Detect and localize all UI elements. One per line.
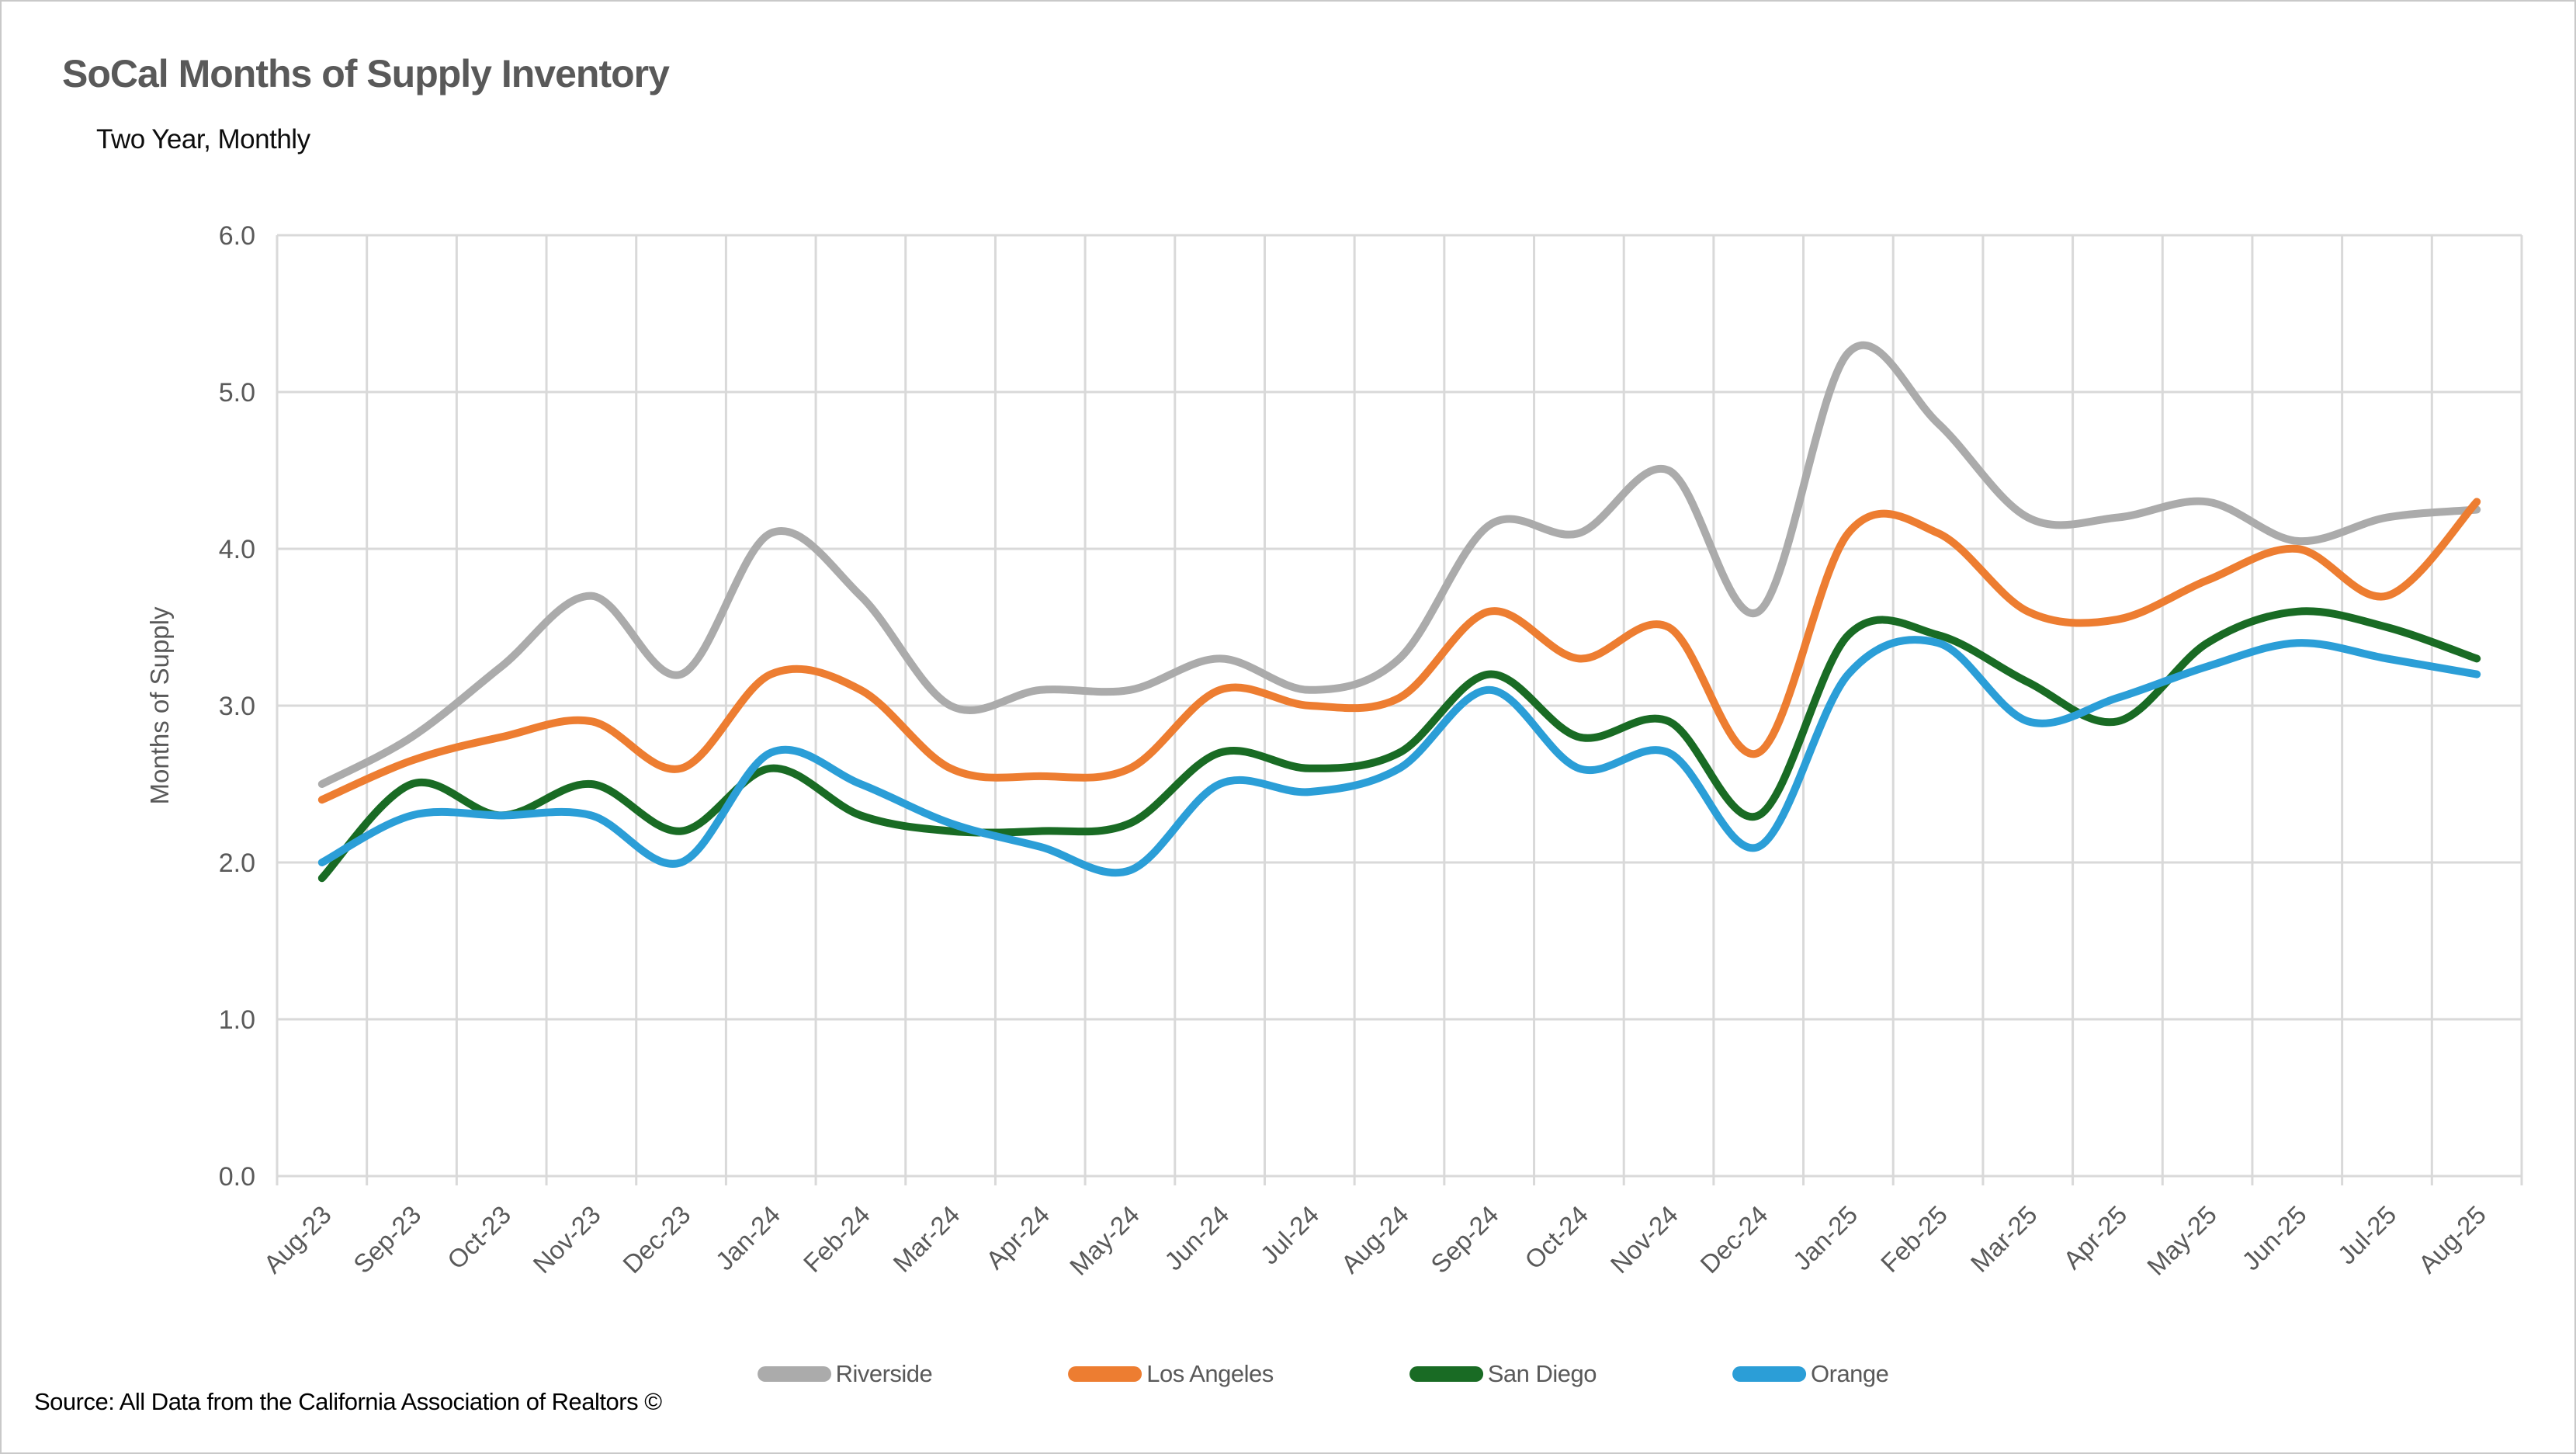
legend-label: Los Angeles [1146, 1360, 1274, 1387]
x-tick-label: Oct-23 [442, 1200, 516, 1275]
series-line-riverside [317, 342, 2481, 788]
x-tick-label: Aug-25 [2413, 1200, 2491, 1279]
legend-swatch [1409, 1366, 1483, 1382]
x-tick-label: Aug-23 [258, 1200, 336, 1279]
y-tick-label: 6.0 [219, 221, 255, 251]
legend-label: Riverside [835, 1360, 933, 1387]
x-tick-label: Jan-25 [1787, 1200, 1864, 1276]
x-tick-label: Dec-24 [1694, 1200, 1773, 1279]
x-tick-label: Aug-24 [1336, 1200, 1414, 1279]
chart-subtitle: Two Year, Monthly [96, 124, 310, 154]
y-tick-label: 2.0 [219, 848, 255, 878]
x-tick-label: Mar-24 [887, 1200, 965, 1278]
x-tick-label: May-25 [2141, 1200, 2222, 1281]
legend-item-los-angeles: Los Angeles [1068, 1360, 1274, 1388]
x-tick-label: Jul-25 [2332, 1200, 2402, 1270]
y-tick-label: 1.0 [219, 1005, 255, 1035]
x-tick-label: Mar-25 [1965, 1200, 2043, 1278]
legend-label: Orange [1811, 1360, 1889, 1387]
legend-swatch [1068, 1366, 1142, 1382]
x-tick-label: Jan-24 [710, 1200, 786, 1276]
chart-legend: Riverside Los Angeles San Diego Orange [757, 1360, 1889, 1388]
x-tick-label: Jun-25 [2236, 1200, 2312, 1276]
x-tick-label: Jul-24 [1255, 1200, 1325, 1270]
legend-label: San Diego [1487, 1360, 1597, 1387]
series-line-san-diego [317, 607, 2481, 883]
x-tick-label: Feb-25 [1875, 1200, 1953, 1278]
y-tick-label: 3.0 [219, 692, 255, 721]
source-note: Source: All Data from the California Ass… [34, 1388, 662, 1415]
legend-swatch [1732, 1366, 1807, 1382]
legend-item-san-diego: San Diego [1409, 1360, 1597, 1388]
x-tick-label: Oct-24 [1519, 1200, 1593, 1275]
x-tick-label: Feb-24 [798, 1200, 875, 1278]
x-tick-label: Nov-24 [1605, 1200, 1683, 1279]
series-line-los-angeles [317, 498, 2481, 804]
legend-item-riverside: Riverside [757, 1360, 933, 1388]
x-tick-label: Apr-25 [2058, 1200, 2132, 1275]
legend-swatch [757, 1366, 831, 1382]
y-tick-label: 4.0 [219, 535, 255, 564]
x-tick-label: Sep-24 [1425, 1200, 1503, 1279]
x-tick-label: May-24 [1064, 1200, 1145, 1281]
y-tick-label: 0.0 [219, 1162, 255, 1192]
series-line-orange [317, 636, 2481, 877]
chart-title: SoCal Months of Supply Inventory [62, 52, 670, 95]
x-tick-label: Sep-23 [348, 1200, 426, 1279]
y-tick-label: 5.0 [219, 378, 255, 408]
x-tick-label: Nov-23 [527, 1200, 605, 1279]
x-tick-label: Dec-23 [617, 1200, 695, 1279]
x-tick-label: Apr-24 [980, 1200, 1055, 1275]
x-tick-label: Jun-24 [1159, 1200, 1235, 1276]
legend-item-orange: Orange [1732, 1360, 1889, 1388]
y-axis-title: Months of Supply [145, 606, 174, 804]
